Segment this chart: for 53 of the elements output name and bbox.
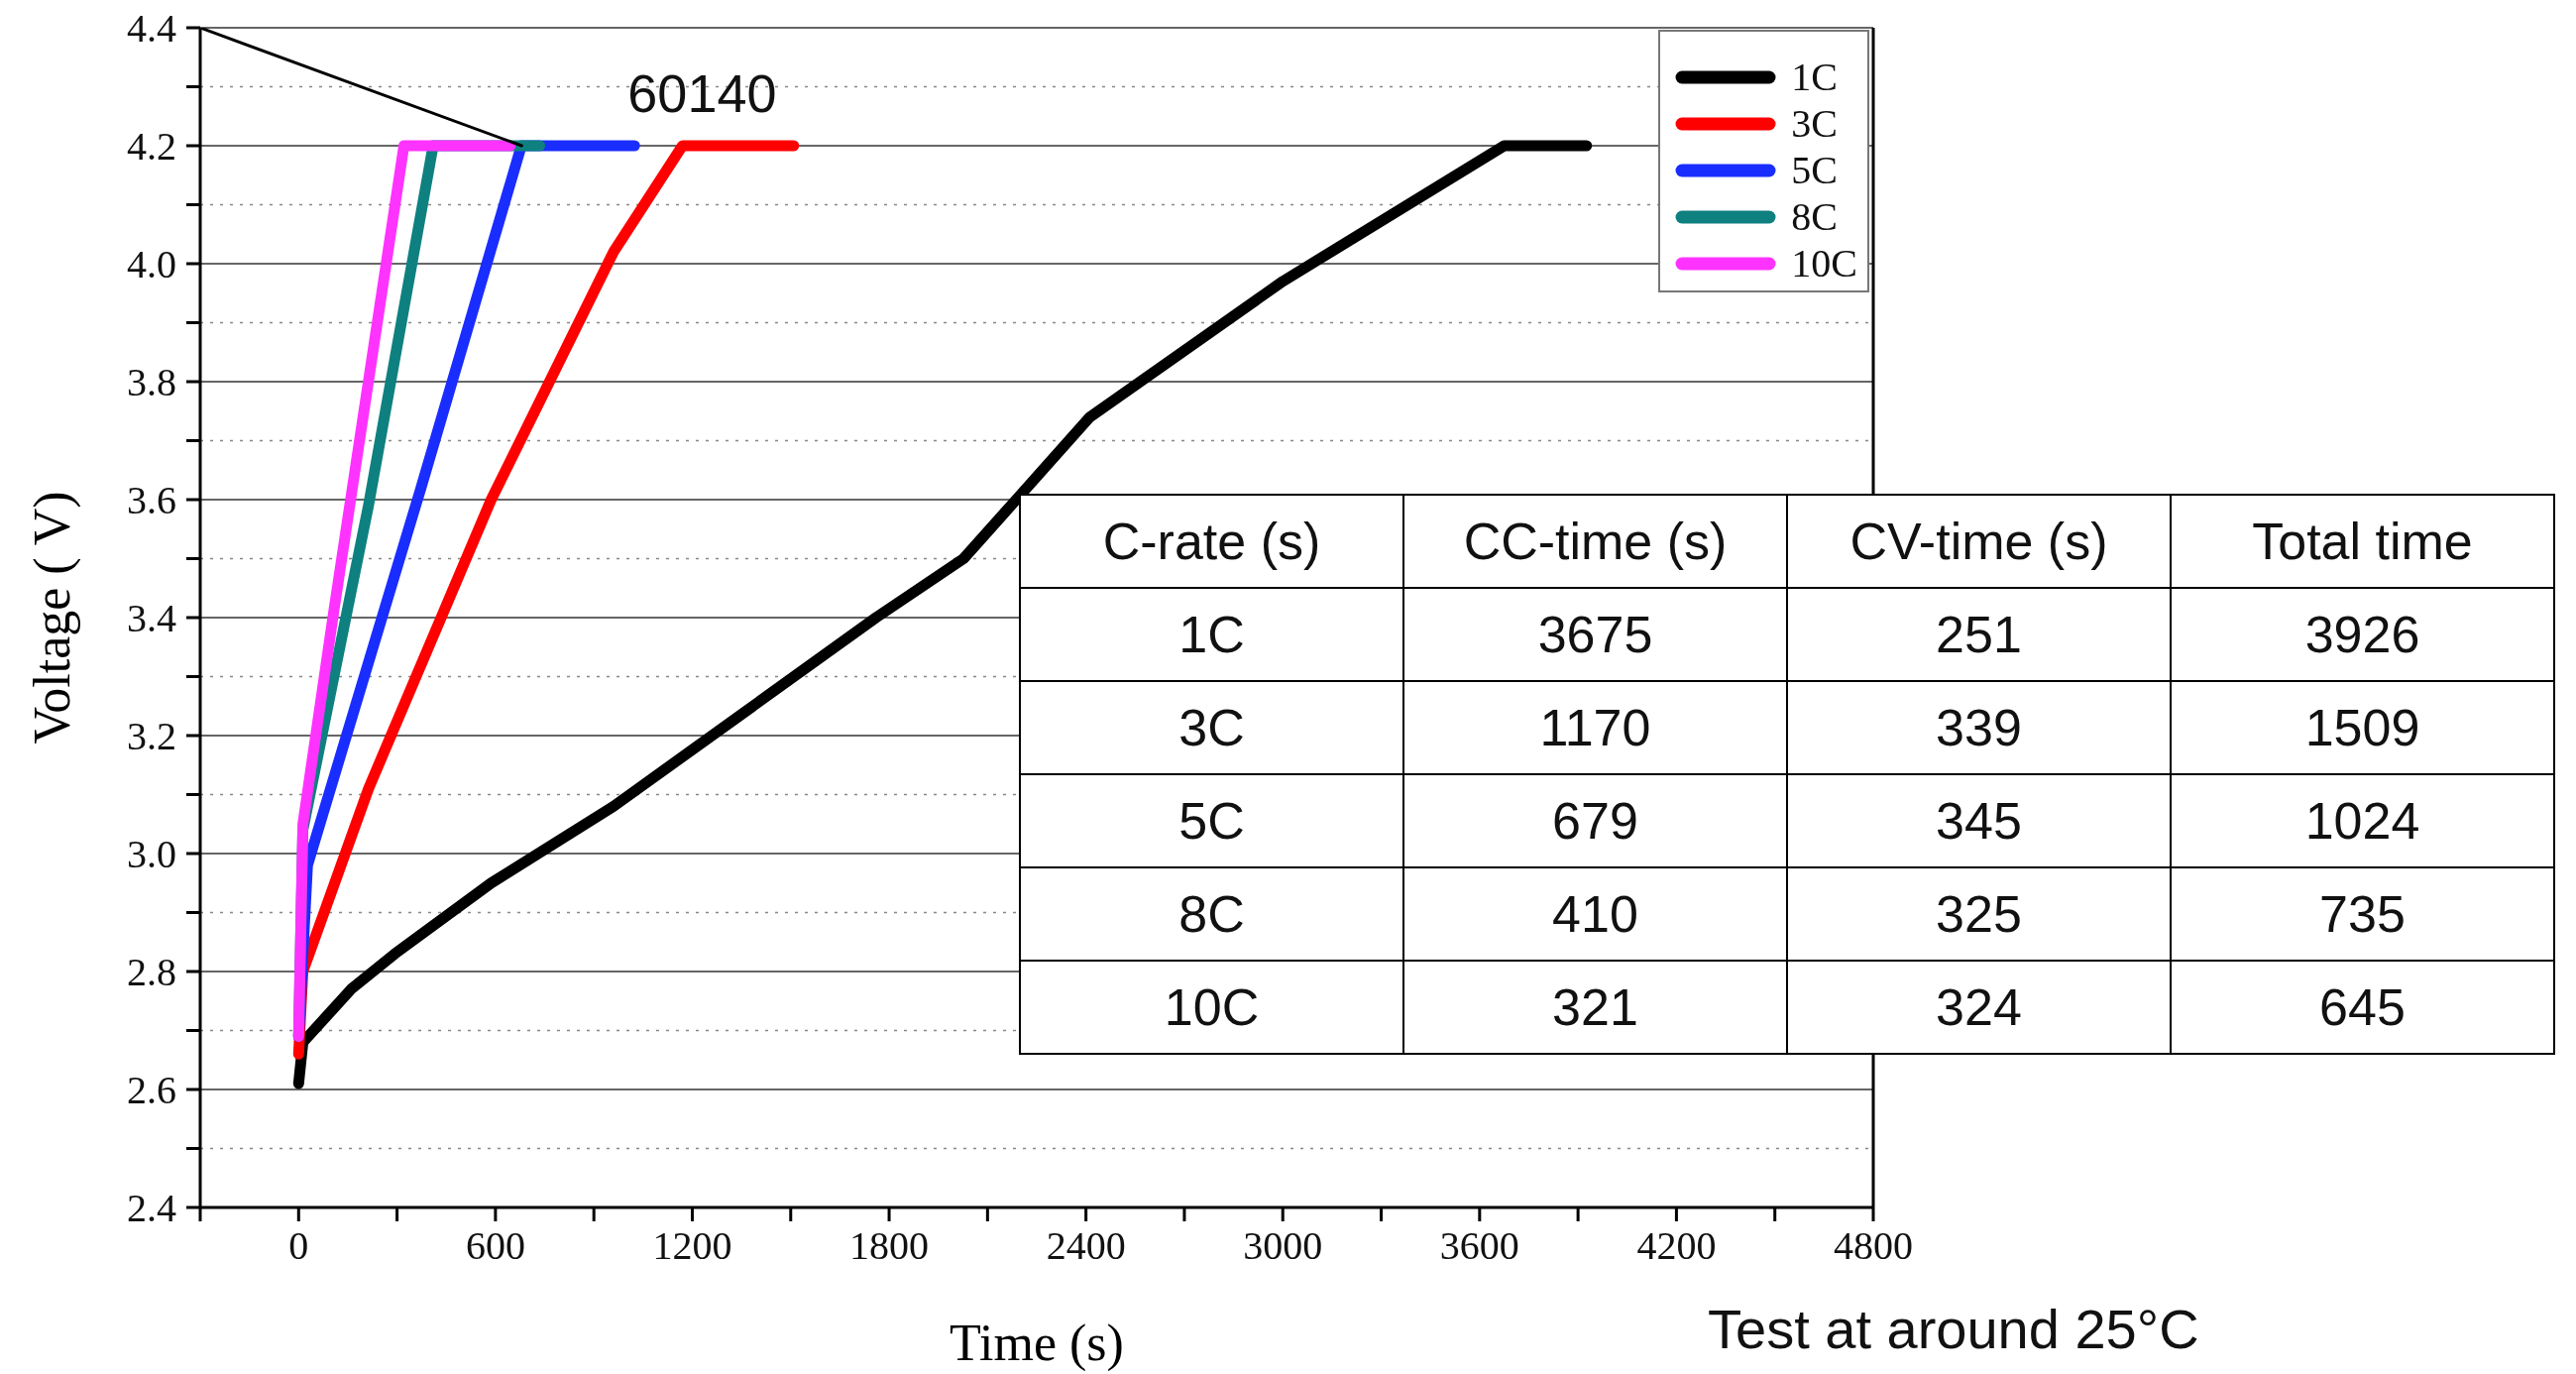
data-label: 735 bbox=[2171, 867, 2554, 961]
data-label: 679 bbox=[1403, 774, 1787, 867]
y-tick-label: 10C bbox=[1020, 961, 1403, 1054]
y-tick-label: 3C bbox=[1020, 681, 1403, 774]
legend-label: 10C bbox=[1791, 240, 1857, 286]
y-tick-label: 2.8 bbox=[127, 950, 176, 995]
y-tick-label: 4.0 bbox=[127, 242, 176, 287]
text: Test at around 25°C bbox=[1708, 1297, 2199, 1361]
data-label: 3926 bbox=[2171, 588, 2554, 681]
y-tick-label: 4.2 bbox=[127, 124, 176, 170]
y-tick-label: 5C bbox=[1020, 774, 1403, 867]
y-tick-label: 8C bbox=[1020, 867, 1403, 961]
data-label: 1024 bbox=[2171, 774, 2554, 867]
x-tick-label: 2400 bbox=[1046, 1223, 1126, 1269]
data-label: 339 bbox=[1787, 681, 2171, 774]
data-label: 410 bbox=[1403, 867, 1787, 961]
x-tick-label: 3000 bbox=[1243, 1223, 1323, 1269]
legend-label: 8C bbox=[1791, 193, 1838, 240]
x-tick-label: 0 bbox=[288, 1223, 309, 1269]
y-tick-label: 3.2 bbox=[127, 714, 176, 759]
data-label: 345 bbox=[1787, 774, 2171, 867]
data-label: 1509 bbox=[2171, 681, 2554, 774]
y-tick-label: 3.8 bbox=[127, 360, 176, 405]
data-label: 251 bbox=[1787, 588, 2171, 681]
x-tick-label: 4800 bbox=[1834, 1223, 1913, 1269]
y-tick-label: 2.6 bbox=[127, 1068, 176, 1113]
x-tick-label: 3600 bbox=[1439, 1223, 1519, 1269]
legend-label: 5C bbox=[1791, 147, 1838, 193]
x-tick-label: CV-time (s) bbox=[1787, 495, 2171, 588]
y-tick-label: 1C bbox=[1020, 588, 1403, 681]
y-tick-label: 4.4 bbox=[127, 6, 176, 52]
data-label: 325 bbox=[1787, 867, 2171, 961]
x-tick-label: CC-time (s) bbox=[1403, 495, 1787, 588]
y-tick-label: 2.4 bbox=[127, 1186, 176, 1231]
data-label: 324 bbox=[1787, 961, 2171, 1054]
data-label: 3675 bbox=[1403, 588, 1787, 681]
x-axis-title: Time (s) bbox=[950, 1315, 1124, 1372]
x-tick-label: 600 bbox=[465, 1223, 525, 1269]
y-axis-title: Voltage ( V) bbox=[24, 491, 81, 744]
legend-label: 3C bbox=[1791, 100, 1838, 147]
data-label: 645 bbox=[2171, 961, 2554, 1054]
x-tick-label: 4200 bbox=[1636, 1223, 1717, 1269]
data-label: 321 bbox=[1403, 961, 1787, 1054]
annotation: 60140 bbox=[627, 63, 777, 123]
x-tick-label: 1800 bbox=[849, 1223, 930, 1269]
x-tick-label: Total time bbox=[2171, 495, 2554, 588]
y-tick-label: 3.6 bbox=[127, 478, 176, 523]
x-tick-label: 1200 bbox=[652, 1223, 732, 1269]
y-tick-label: 3.0 bbox=[127, 832, 176, 877]
data-label: 1170 bbox=[1403, 681, 1787, 774]
y-axis-title: C-rate (s) bbox=[1020, 495, 1403, 588]
y-tick-label: 3.4 bbox=[127, 596, 176, 641]
legend-label: 1C bbox=[1791, 54, 1838, 100]
